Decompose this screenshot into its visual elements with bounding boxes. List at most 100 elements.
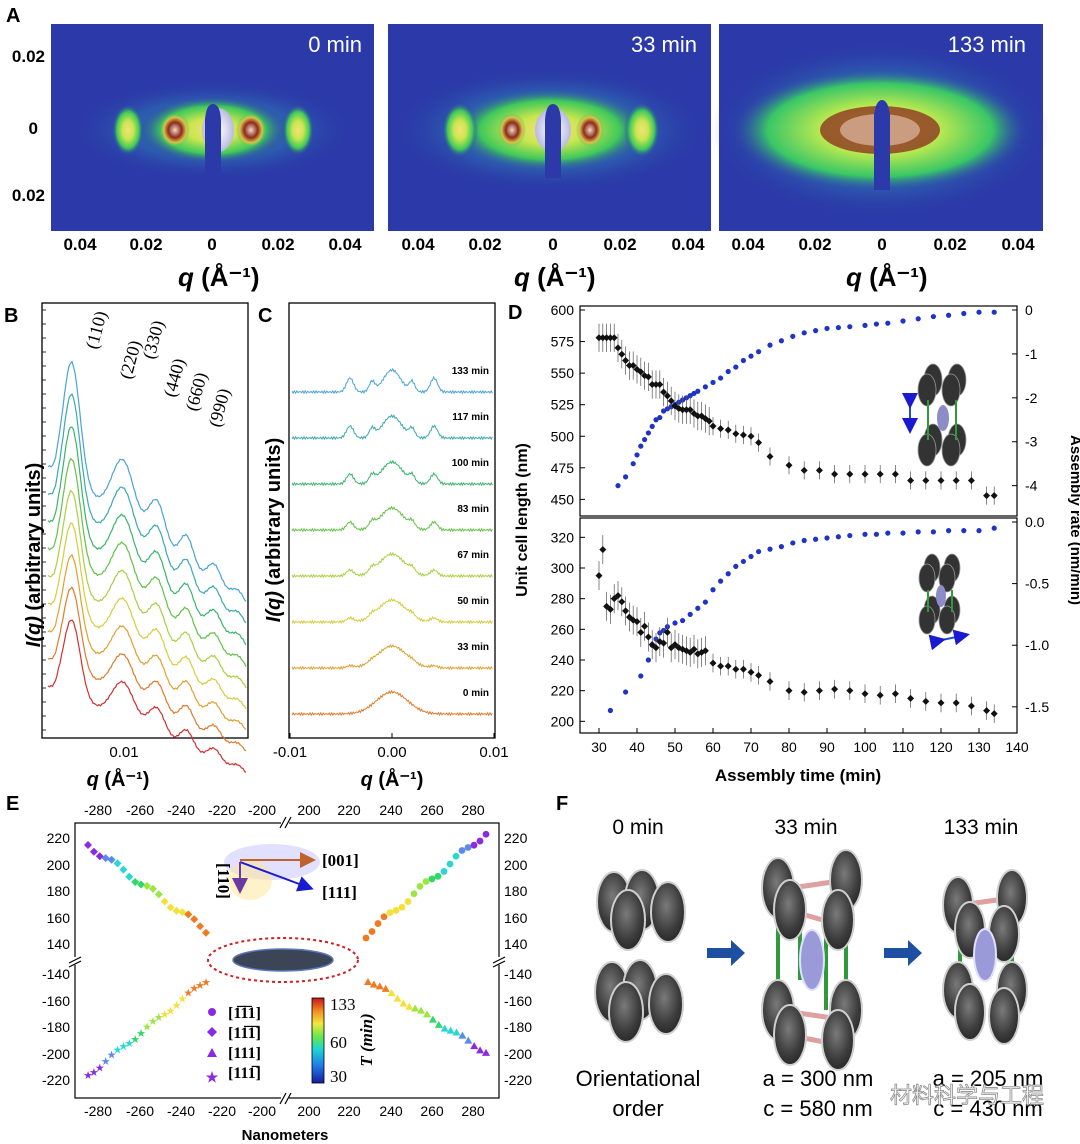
e-marker: ★ <box>130 1034 140 1046</box>
d-rate-point <box>900 530 906 536</box>
c-curve <box>291 505 493 533</box>
d-rate-point <box>790 333 796 339</box>
e-marker <box>422 878 430 885</box>
e-ytick: 220 <box>47 830 71 846</box>
d-unitcell-point <box>983 707 991 715</box>
e-ytick: -220 <box>42 1072 70 1088</box>
d-rate-point <box>615 483 621 489</box>
d-unitcell-point <box>891 690 899 698</box>
d-rate-point <box>790 540 796 546</box>
b-curve <box>47 426 247 645</box>
e-marker: ★ <box>177 993 187 1005</box>
d-unitcell-point <box>625 362 633 370</box>
e-ytick-right: -220 <box>504 1072 532 1088</box>
e-ytick: -180 <box>42 1019 70 1035</box>
e-marker <box>392 906 400 914</box>
f-time-1: 33 min <box>774 816 837 839</box>
e-xtick-top: -260 <box>126 802 154 818</box>
d-unitcell-point <box>686 406 694 414</box>
d-unitcell-point <box>747 668 755 676</box>
d-unitcell-point <box>815 687 823 695</box>
d-rate-point <box>801 330 807 336</box>
d-rate-point <box>740 558 747 565</box>
d-rate-point <box>748 553 754 560</box>
e-dir-110: [110] <box>214 863 233 899</box>
d-xtick: 90 <box>819 739 835 755</box>
d-unitcell-point <box>907 694 915 702</box>
d-rate-point <box>847 324 853 330</box>
e-ytick-right: 220 <box>504 830 528 846</box>
d-rate-point <box>767 546 773 552</box>
c-curve <box>291 597 493 625</box>
e-marker: ★ <box>183 987 193 999</box>
f-arrow-1 <box>707 940 745 966</box>
panel-d-bottom-frame <box>579 517 1018 734</box>
panel-e-xticks: -280 -260 -240 -220 -200 200 220 240 260… <box>84 802 485 1119</box>
c-curve-label: 117 min <box>452 412 489 423</box>
d-unitcell-point <box>599 334 607 342</box>
e-xlabel: Nanometers <box>242 1127 329 1144</box>
d-unitcell-point <box>739 665 747 673</box>
d-ylabel-right: Assembly rate (nm/min) <box>1067 435 1080 605</box>
d-unitcell-point <box>861 690 869 698</box>
c-curve-label: 67 min <box>457 550 489 561</box>
e-marker <box>446 860 454 868</box>
e-xtick-top: -280 <box>84 802 112 818</box>
a-xtick: 0.02 <box>129 235 162 254</box>
b-curve <box>47 586 247 752</box>
d-unitcell-point <box>831 470 839 478</box>
e-marker: ★ <box>83 1070 93 1082</box>
e-marker <box>386 909 394 917</box>
d-ytick-left: 220 <box>551 683 575 699</box>
e-marker: ★ <box>95 1062 105 1074</box>
d-unitcell-point <box>663 628 671 636</box>
e-marker: ★ <box>148 1016 158 1028</box>
a-xtick: 0 <box>877 235 886 254</box>
panel-b-letter: B <box>4 305 18 327</box>
panel-e-letter: E <box>6 793 19 815</box>
f-cluster-0 <box>594 869 686 1043</box>
d-rate-point <box>961 310 967 317</box>
d-unitcell-point <box>990 710 998 718</box>
e-marker <box>404 898 412 905</box>
d-unitcell-point <box>831 685 839 693</box>
b-curve <box>48 393 247 624</box>
d-rate-point <box>835 534 842 540</box>
e-marker <box>452 852 460 860</box>
e-xtick-bot: -200 <box>248 1103 276 1119</box>
d-unitcell-point <box>922 476 930 484</box>
d-unitcell-point <box>694 412 702 420</box>
e-marker <box>399 999 408 1007</box>
d-ytick-right: -3 <box>1025 434 1038 450</box>
panel-b-yticks <box>42 309 46 731</box>
d-unitcell-point <box>622 357 630 364</box>
c-curve <box>291 551 493 579</box>
e-xtick-bot: 280 <box>461 1103 485 1119</box>
e-marker <box>380 913 388 921</box>
d-rate-point <box>638 673 644 679</box>
panel-d-top-frame <box>579 305 1018 517</box>
c-curve <box>291 689 493 717</box>
e-ytick-right: -160 <box>504 993 532 1009</box>
panel-a-xticks: 0.04 0.02 0 0.02 0.04 0.04 0.02 0 0.02 0… <box>63 235 1035 254</box>
e-marker <box>416 882 424 890</box>
d-unitcell-point <box>663 392 671 400</box>
e-disk <box>232 948 334 972</box>
d-unitcell-point <box>717 662 725 670</box>
f-times: 0 min 33 min 133 min <box>612 816 1018 839</box>
c-curve <box>291 367 493 395</box>
d-unitcell-point <box>641 622 649 630</box>
d-unitcell-point <box>891 470 899 478</box>
d-xtick: 50 <box>667 739 683 755</box>
d-ytick-left: 550 <box>551 365 575 381</box>
c-curve-label: 33 min <box>457 642 489 653</box>
legend-marker-triangle <box>207 1048 217 1057</box>
d-unitcell-point <box>618 598 626 606</box>
e-marker <box>458 847 466 854</box>
d-ytick-left: 200 <box>551 713 575 729</box>
a-xlabel-2: q (Å⁻¹) <box>846 262 928 292</box>
c-curve <box>291 413 493 441</box>
b-curve <box>47 489 247 689</box>
d-xtick: 80 <box>781 739 797 755</box>
e-marker <box>482 1048 490 1056</box>
